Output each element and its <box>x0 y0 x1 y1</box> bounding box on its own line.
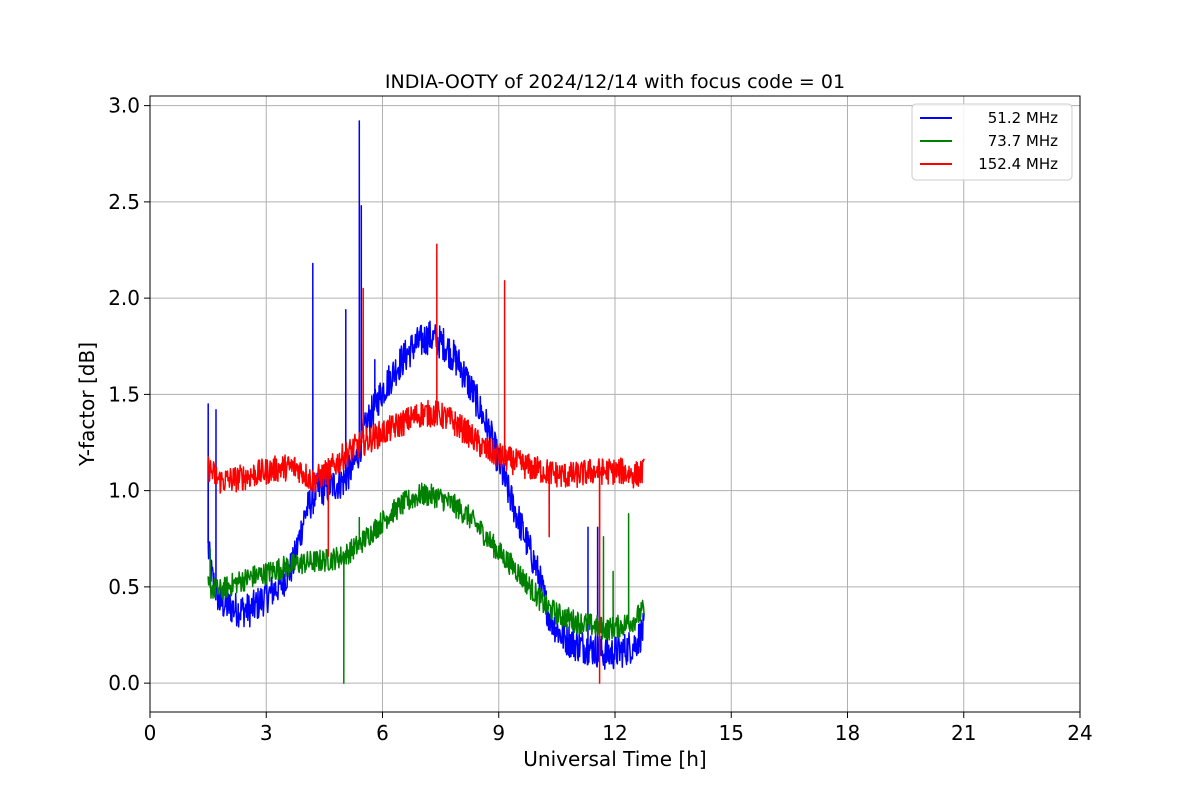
y-tick-label: 2.0 <box>108 286 140 310</box>
x-tick-label: 21 <box>951 721 976 745</box>
legend-label: 152.4 MHz <box>978 155 1058 173</box>
legend-label: 73.7 MHz <box>988 132 1058 150</box>
series-line-2 <box>207 243 645 684</box>
y-tick-label: 1.5 <box>108 382 140 406</box>
x-tick-label: 9 <box>492 721 505 745</box>
y-axis-ticks: 0.0 0.5 1.0 1.5 2.0 2.5 3.0 <box>108 94 150 695</box>
x-tick-label: 15 <box>719 721 744 745</box>
y-tick-label: 0.5 <box>108 575 140 599</box>
x-tick-label: 0 <box>144 721 157 745</box>
legend: 51.2 MHz 73.7 MHz 152.4 MHz <box>911 103 1073 181</box>
x-axis-ticks: 0 3 6 9 12 15 18 21 24 <box>144 712 1093 745</box>
y-axis-label: Y-factor [dB] <box>75 342 99 467</box>
legend-label: 51.2 MHz <box>988 109 1058 127</box>
x-tick-label: 6 <box>376 721 389 745</box>
plot-lines <box>207 120 645 684</box>
x-axis-label: Universal Time [h] <box>523 747 706 771</box>
x-tick-label: 12 <box>602 721 627 745</box>
x-tick-label: 3 <box>260 721 273 745</box>
y-tick-label: 3.0 <box>108 94 140 118</box>
y-tick-label: 2.5 <box>108 190 140 214</box>
x-tick-label: 18 <box>835 721 860 745</box>
x-tick-label: 24 <box>1067 721 1092 745</box>
y-tick-label: 1.0 <box>108 479 140 503</box>
y-tick-label: 0.0 <box>108 671 140 695</box>
chart-title: INDIA-OOTY of 2024/12/14 with focus code… <box>385 71 845 93</box>
legend-box <box>911 103 1073 181</box>
series-line-1 <box>207 482 645 684</box>
